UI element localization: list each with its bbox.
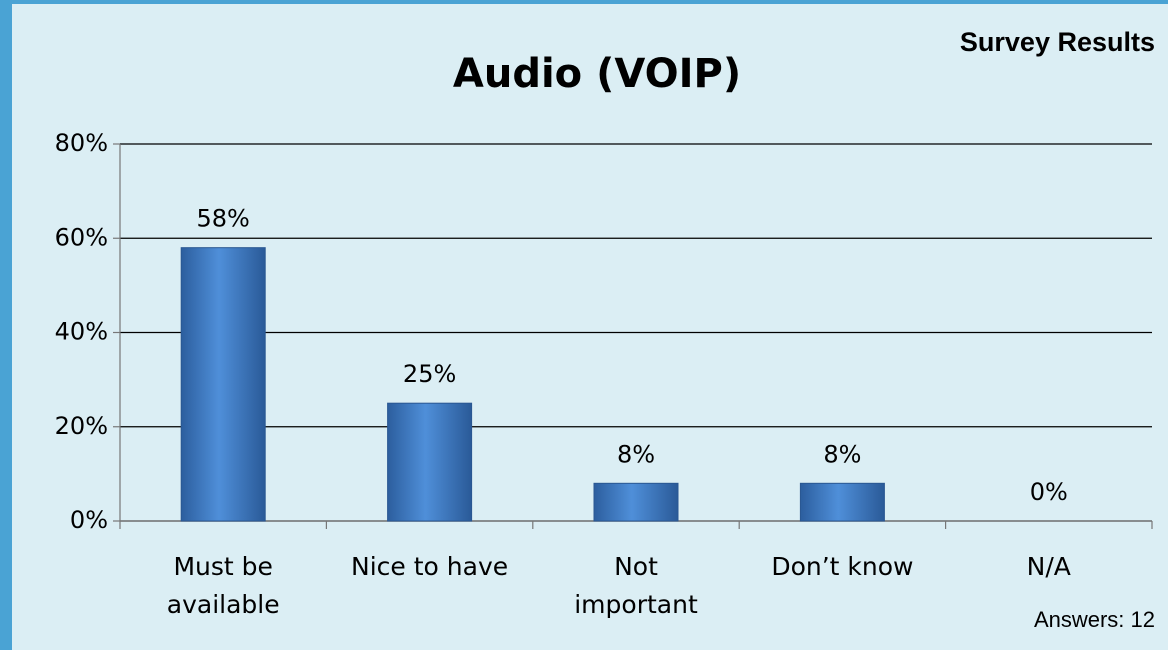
y-tick-label: 20% [55, 412, 108, 440]
x-tick-label: Not important [574, 552, 698, 619]
data-label: 0% [1030, 478, 1068, 506]
subtitle: Survey Results [960, 27, 1155, 57]
bar [180, 247, 266, 522]
y-tick-label: 0% [70, 506, 108, 534]
data-label: 8% [823, 440, 861, 468]
y-tick-label: 60% [55, 223, 108, 251]
answers-note: Answers: 12 [1034, 607, 1155, 632]
data-label: 58% [197, 205, 250, 233]
bar [799, 482, 885, 522]
data-label: 25% [403, 360, 456, 388]
x-tick-label: Don’t know [771, 552, 914, 581]
bar [593, 482, 679, 522]
x-tick-label: Nice to have [351, 552, 509, 581]
x-tick-label: Must be available [166, 552, 280, 619]
x-tick-label: N/A [1026, 552, 1071, 581]
chart-title: Audio (VOIP) [453, 51, 741, 97]
y-tick-label: 40% [55, 318, 108, 346]
data-label: 8% [617, 440, 655, 468]
bar [387, 402, 473, 522]
y-tick-label: 80% [55, 129, 108, 157]
